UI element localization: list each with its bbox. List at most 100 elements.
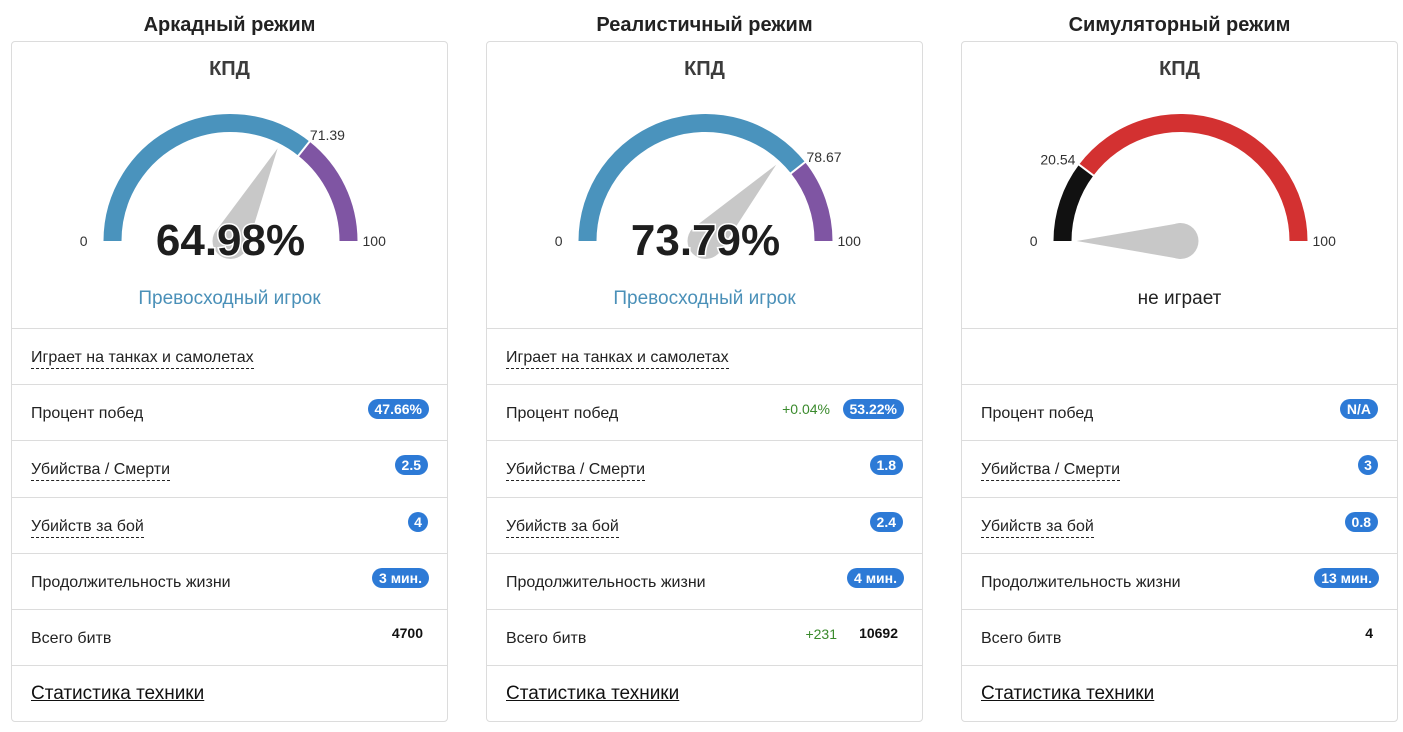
gauge-hub (687, 223, 724, 259)
win-rate-label: Процент побед (506, 405, 619, 422)
win-rate-row: Процент побед +0.04% 53.22% (487, 384, 922, 440)
kills-per-battle-label[interactable]: Убийств за бой (506, 518, 619, 538)
gauge-arc-high (790, 162, 833, 242)
kd-badge: 2.5 (394, 455, 428, 475)
gauge-value: 64.98% (156, 216, 305, 265)
vehicles-info[interactable]: Играет на танках и самолетах (31, 349, 254, 369)
battles-delta: +231 (805, 626, 837, 642)
battles-label: Всего битв (981, 630, 1062, 647)
kills-per-battle-badge: 4 (408, 512, 428, 532)
gauge-hub (1162, 223, 1199, 259)
gauge-max-label: 100 (838, 233, 862, 249)
battles-label: Всего битв (31, 630, 112, 647)
kills-per-battle-badge: 2.4 (869, 512, 903, 532)
tech-stats-link[interactable]: Статистика техники (506, 683, 680, 704)
gauge-marker-label: 71.39 (310, 127, 345, 143)
tech-row: Статистика техники (487, 665, 922, 722)
kills-per-battle-label[interactable]: Убийств за бой (981, 518, 1094, 538)
win-rate-label: Процент побед (981, 405, 1094, 422)
kd-badge: 3 (1358, 455, 1378, 475)
win-rate-label: Процент побед (31, 405, 144, 422)
battles-row: Всего битв 4 (962, 609, 1397, 665)
mode-title: Симуляторный режим (1068, 14, 1291, 36)
lifespan-row: Продолжительность жизни 4 мин. (487, 553, 922, 609)
battles-value: 4700 (391, 625, 423, 641)
gauge-arc-high (1079, 114, 1308, 242)
battles-label: Всего битв (506, 630, 587, 647)
gauge-marker-tick (296, 139, 312, 158)
lifespan-badge: 3 мин. (372, 568, 429, 588)
gauge-value: 73.79% (631, 216, 780, 265)
gauge-marker-tick (1076, 162, 1096, 178)
gauge-marker-tick (788, 160, 808, 176)
mode-title: Аркадный режим (143, 14, 316, 36)
tech-row: Статистика техники (12, 665, 447, 722)
gauge-max-label: 100 (363, 233, 387, 249)
gauge-svg: 20.54 0 100 (1030, 114, 1337, 259)
vehicles-info[interactable]: Играет на танках и самолетах (506, 349, 729, 369)
kills-per-battle-badge: 0.8 (1344, 512, 1378, 532)
kd-label[interactable]: Убийства / Смерти (981, 461, 1120, 481)
vehicles-row: Играет на танках и самолетах (487, 328, 922, 384)
tech-row: Статистика техники (962, 665, 1397, 722)
win-rate-delta: +0.04% (782, 401, 830, 417)
efficiency-gauge: КПД 20.54 0 100 (962, 42, 1397, 328)
player-rating: не играет (1137, 288, 1222, 309)
efficiency-gauge: КПД 78.67 0 100 73.79% (487, 42, 922, 328)
gauge-svg: 71.39 0 100 64.98% (80, 114, 387, 267)
mode-card: КПД 20.54 0 100 не играет Процент побед N/… (961, 41, 1398, 722)
mode-title: Реалистичный режим (596, 14, 813, 36)
lifespan-row: Продолжительность жизни 13 мин. (962, 553, 1397, 609)
efficiency-gauge: КПД 71.39 0 100 64.98% (12, 42, 447, 328)
battles-row: Всего битв 4700 (12, 609, 447, 665)
kd-badge: 1.8 (869, 455, 903, 475)
lifespan-badge: 13 мин. (1314, 568, 1379, 588)
gauge-needle (1076, 223, 1181, 259)
win-rate-row: Процент побед N/A (962, 384, 1397, 440)
kd-label[interactable]: Убийства / Смерти (506, 461, 645, 481)
gauge-marker-label: 20.54 (1040, 151, 1075, 167)
gauge-arc-low (103, 114, 310, 242)
lifespan-label: Продолжительность жизни (506, 574, 706, 591)
mode-card: КПД 78.67 0 100 73.79% Превосходный игрок И… (486, 41, 923, 722)
vehicles-row: Играет на танках и самолетах (12, 328, 447, 384)
gauge-arc-high (298, 141, 358, 242)
gauge-label: КПД (209, 58, 250, 80)
gauge-svg: 78.67 0 100 73.79% (555, 114, 862, 267)
gauge-label: КПД (1159, 58, 1200, 80)
kd-label[interactable]: Убийства / Смерти (31, 461, 170, 481)
player-rating: Превосходный игрок (613, 288, 796, 309)
win-rate-badge: 47.66% (367, 399, 429, 419)
player-rating: Превосходный игрок (138, 288, 321, 309)
lifespan-badge: 4 мин. (847, 568, 904, 588)
gauge-min-label: 0 (1030, 233, 1038, 249)
lifespan-label: Продолжительность жизни (981, 574, 1181, 591)
lifespan-label: Продолжительность жизни (31, 574, 231, 591)
kd-row: Убийства / Смерти 3 (962, 440, 1397, 496)
gauge-min-label: 0 (555, 233, 563, 249)
kd-row: Убийства / Смерти 1.8 (487, 440, 922, 496)
win-rate-badge: 53.22% (842, 399, 904, 419)
tech-stats-link[interactable]: Статистика техники (31, 683, 205, 704)
gauge-max-label: 100 (1313, 233, 1337, 249)
kills-per-battle-row: Убийств за бой 2.4 (487, 497, 922, 553)
kills-per-battle-row: Убийств за бой 4 (12, 497, 447, 553)
kills-per-battle-row: Убийств за бой 0.8 (962, 497, 1397, 553)
win-rate-row: Процент побед 47.66% (12, 384, 447, 440)
win-rate-badge: N/A (1339, 399, 1378, 419)
battles-value: 4 (1365, 625, 1373, 641)
kd-row: Убийства / Смерти 2.5 (12, 440, 447, 496)
battles-value: 10692 (859, 625, 898, 641)
kills-per-battle-label[interactable]: Убийств за бой (31, 518, 144, 538)
battles-row: Всего битв +231 10692 (487, 609, 922, 665)
mode-card: КПД 71.39 0 100 64.98% Превосходный игрок И… (11, 41, 448, 722)
gauge-min-label: 0 (80, 233, 88, 249)
tech-stats-link[interactable]: Статистика техники (981, 683, 1155, 704)
gauge-marker-label: 78.67 (807, 149, 842, 165)
gauge-hub (212, 223, 249, 259)
lifespan-row: Продолжительность жизни 3 мин. (12, 553, 447, 609)
gauge-arc-low (1053, 164, 1094, 242)
vehicles-row (962, 328, 1397, 384)
gauge-arc-low (578, 114, 806, 242)
gauge-label: КПД (684, 58, 725, 80)
